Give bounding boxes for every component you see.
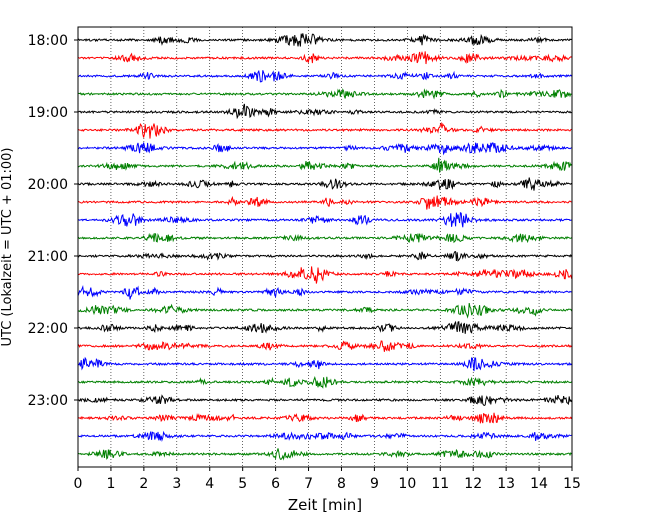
trace-2100 [77, 251, 573, 262]
trace-2245 [77, 376, 572, 389]
x-tick-label: 7 [304, 476, 313, 492]
x-tick-label: 9 [370, 476, 379, 492]
trace-1800 [77, 33, 572, 47]
x-tick-label: 15 [563, 476, 581, 492]
trace-2330 [77, 430, 572, 443]
x-tick-label: 5 [238, 476, 247, 492]
y-tick-label: 22:00 [28, 321, 68, 337]
x-tick-label: 14 [530, 476, 548, 492]
x-tick-label: 1 [106, 476, 115, 492]
y-tick-label: 21:00 [28, 249, 68, 265]
x-tick-label: 4 [205, 476, 214, 492]
x-tick-label: 13 [497, 476, 515, 492]
x-tick-label: 6 [271, 476, 280, 492]
trace-2130 [77, 285, 572, 300]
trace-2315 [77, 412, 573, 424]
x-tick-label: 0 [74, 476, 83, 492]
trace-1830 [77, 69, 573, 83]
trace-2215 [77, 340, 572, 352]
trace-1845 [77, 88, 572, 100]
trace-2030 [77, 211, 572, 228]
y-tick-label: 20:00 [28, 177, 68, 193]
trace-1915 [77, 121, 572, 139]
trace-2000 [77, 177, 573, 191]
plot-frame [77, 26, 573, 468]
y-tick-label: 23:00 [28, 393, 68, 409]
trace-2115 [77, 266, 573, 284]
x-tick-label: 3 [172, 476, 181, 492]
y-tick-label: 19:00 [28, 105, 68, 121]
trace-2045 [77, 232, 572, 244]
trace-2200 [77, 320, 572, 334]
grid-layer [110, 27, 540, 467]
x-tick-label: 10 [398, 476, 416, 492]
x-axis-label: Zeit [min] [288, 496, 362, 514]
x-tick-label: 11 [431, 476, 449, 492]
x-tick-label: 2 [139, 476, 148, 492]
trace-1900 [77, 103, 572, 120]
trace-2345 [77, 448, 572, 461]
y-axis-label: UTC (Lokalzeit = UTC + 01:00) [0, 148, 15, 347]
traces-layer [77, 33, 573, 461]
trace-1930 [77, 142, 572, 156]
trace-2230 [77, 356, 573, 372]
y-axis: 18:00 19:00 20:00 21:00 22:00 23:00 [28, 33, 78, 409]
y-tick-label: 18:00 [28, 33, 68, 49]
x-axis: 0 1 2 3 4 5 6 7 8 9 10 11 12 13 14 15 [74, 467, 581, 492]
x-tick-label: 8 [337, 476, 346, 492]
trace-1945 [77, 157, 573, 173]
trace-1815 [77, 51, 572, 65]
trace-2015 [77, 195, 572, 210]
trace-2300 [77, 394, 573, 407]
trace-2145 [77, 302, 573, 319]
x-tick-label: 12 [464, 476, 482, 492]
